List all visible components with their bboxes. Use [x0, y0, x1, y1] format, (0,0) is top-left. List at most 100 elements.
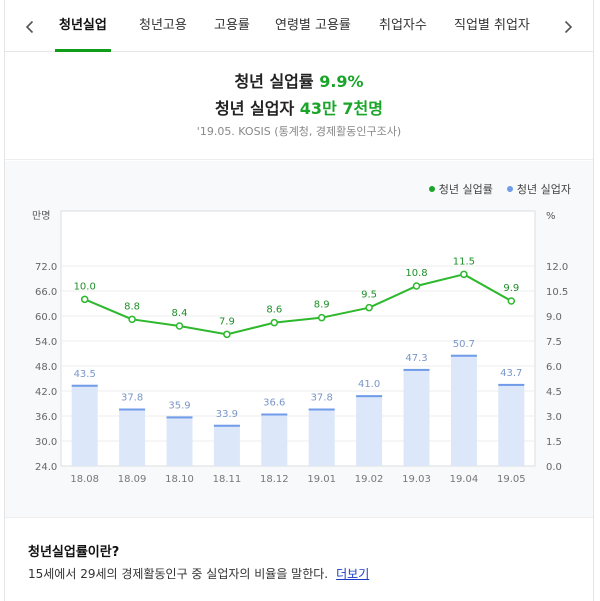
- left-axis-tick-label: 48.0: [35, 362, 57, 373]
- combo-chart: 24.0 30.0 36.0 42.0 48.0 54.0 60.0 66.0 72.0 0.0 1…: [32, 210, 568, 485]
- right-axis-tick-label: 10.5: [546, 287, 568, 298]
- tab-1[interactable]: 청년고용: [139, 18, 187, 33]
- bar-top: [403, 368, 430, 371]
- bar-top: [166, 416, 193, 419]
- rate-point: [270, 318, 279, 327]
- bar-data-label: 41.0: [358, 379, 380, 390]
- x-axis-tick-label: 18.08: [70, 474, 99, 485]
- left-axis-tick-label: 24.0: [35, 462, 57, 473]
- rate-data-label: 10.8: [405, 268, 427, 279]
- definition-text: 15세에서 29세의 경제활동인구 중 실업자의 비율을 말한다. 더보기: [28, 565, 369, 582]
- bar: [71, 384, 98, 466]
- definition-title: 청년실업률이란?: [28, 545, 120, 560]
- source-note: '19.05. KOSIS (통계청, 경제활동인구조사): [196, 125, 402, 138]
- rate-data-label: 8.4: [172, 308, 188, 319]
- x-axis-tick-label: 18.12: [260, 474, 289, 485]
- definition-body: 15세에서 29세의 경제활동인구 중 실업자의 비율을 말한다.: [28, 567, 329, 581]
- bar: [261, 413, 288, 466]
- legend-item-rate[interactable]: 청년 실업률: [428, 181, 493, 197]
- chevron-right-icon: [564, 20, 573, 34]
- chart-area: 24.0 30.0 36.0 42.0 48.0 54.0 60.0 66.0 72.0 0.0 1…: [5, 161, 593, 518]
- right-axis-tick-label: 12.0: [546, 262, 568, 273]
- left-axis-tick-label: 66.0: [35, 287, 57, 298]
- rate-point: [175, 322, 184, 330]
- rate-data-label: 10.0: [74, 281, 96, 292]
- bar-data-label: 35.9: [168, 400, 190, 411]
- legend-dot-rate-icon: [428, 186, 435, 192]
- rate-data-label: 7.9: [219, 316, 235, 327]
- x-axis-tick-label: 19.04: [450, 474, 479, 485]
- rate-data-label: 8.6: [266, 305, 282, 316]
- bar-top: [119, 408, 146, 411]
- bar-top: [213, 424, 240, 427]
- bar-data-label: 43.5: [74, 369, 96, 380]
- right-axis-tick-label: 3.0: [546, 412, 562, 423]
- x-axis-tick-label: 19.02: [355, 474, 384, 485]
- rate-point: [412, 282, 421, 290]
- tab-4[interactable]: 취업자수: [379, 18, 427, 33]
- tab-0[interactable]: 청년실업: [55, 0, 111, 52]
- rate-value: 9.9%: [319, 72, 364, 91]
- bar-top: [71, 384, 98, 387]
- bar: [213, 424, 240, 466]
- rate-point: [460, 270, 468, 279]
- next-tab-button[interactable]: [549, 8, 587, 46]
- rate-data-label: 9.9: [503, 283, 519, 294]
- rate-data-label: 8.8: [124, 301, 140, 312]
- bar: [166, 416, 193, 466]
- bar-top: [498, 383, 525, 386]
- bar-data-label: 37.8: [121, 393, 143, 404]
- youth-unemployment-card: 청년실업 청년고용 고용률 연령별 고용률 취업자수 직업별 취업자 청년 실업률 9.9…: [4, 0, 594, 601]
- left-axis-tick-label: 36.0: [35, 412, 57, 423]
- definition-section: 청년실업률이란? 15세에서 29세의 경제활동인구 중 실업자의 비율을 말한…: [5, 519, 593, 601]
- chevron-left-icon: [25, 20, 34, 34]
- left-axis-tick-label: 30.0: [35, 437, 57, 448]
- legend-label-count: 청년 실업자: [516, 183, 571, 196]
- unemployment-rate-headline: 청년 실업률 9.9%: [5, 68, 593, 92]
- bar: [308, 408, 335, 466]
- right-axis-tick-label: 0.0: [546, 462, 562, 473]
- legend-dot-count-icon: [506, 186, 513, 192]
- x-axis-tick-label: 18.11: [213, 474, 242, 485]
- left-axis-unit: 만명: [32, 210, 50, 222]
- tab-3[interactable]: 연령별 고용률: [275, 18, 351, 33]
- bar-data-label: 47.3: [405, 353, 427, 364]
- rate-point: [128, 315, 136, 324]
- right-axis-unit: %: [546, 211, 556, 222]
- bar: [356, 395, 383, 466]
- bar: [403, 368, 430, 466]
- tab-2[interactable]: 고용률: [214, 18, 250, 33]
- bar: [498, 383, 525, 466]
- count-label: 청년 실업자: [215, 99, 295, 118]
- left-axis-tick-label: 72.0: [35, 262, 57, 273]
- tab-5[interactable]: 직업별 취업자: [454, 18, 530, 33]
- bar-top: [356, 395, 383, 398]
- rate-data-label: 8.9: [314, 300, 330, 311]
- right-axis-tick-label: 7.5: [546, 337, 562, 348]
- bar-top: [308, 408, 335, 411]
- headline-summary: 청년 실업률 9.9% 청년 실업자 43만 7천명 '19.05. KOSIS…: [5, 52, 593, 160]
- right-axis-tick-label: 1.5: [546, 437, 562, 448]
- x-axis-tick-label: 19.05: [497, 474, 526, 485]
- bar-data-label: 33.9: [216, 409, 238, 420]
- rate-point: [365, 303, 373, 312]
- more-link[interactable]: 더보기: [336, 567, 370, 581]
- x-axis-tick-label: 18.09: [118, 474, 147, 485]
- count-value: 43만 7천명: [299, 99, 383, 118]
- prev-tab-button[interactable]: [11, 8, 49, 46]
- bar-data-label: 43.7: [500, 368, 522, 379]
- x-axis-tick-label: 18.10: [165, 474, 194, 485]
- rate-label: 청년 실업률: [234, 72, 314, 91]
- right-axis-tick-label: 4.5: [546, 387, 562, 398]
- tab-list: 청년실업 청년고용 고용률 연령별 고용률 취업자수 직업별 취업자: [49, 0, 549, 52]
- rate-data-label: 11.5: [453, 256, 475, 267]
- legend-label-rate: 청년 실업률: [438, 183, 493, 196]
- right-axis-tick-label: 6.0: [546, 362, 562, 373]
- bar: [450, 354, 477, 466]
- right-axis-tick-label: 9.0: [546, 312, 562, 323]
- bar-top: [261, 413, 288, 416]
- bar-top: [450, 354, 477, 357]
- legend-item-count[interactable]: 청년 실업자: [506, 181, 571, 197]
- bar-data-label: 37.8: [311, 393, 333, 404]
- bar-data-label: 50.7: [453, 339, 475, 350]
